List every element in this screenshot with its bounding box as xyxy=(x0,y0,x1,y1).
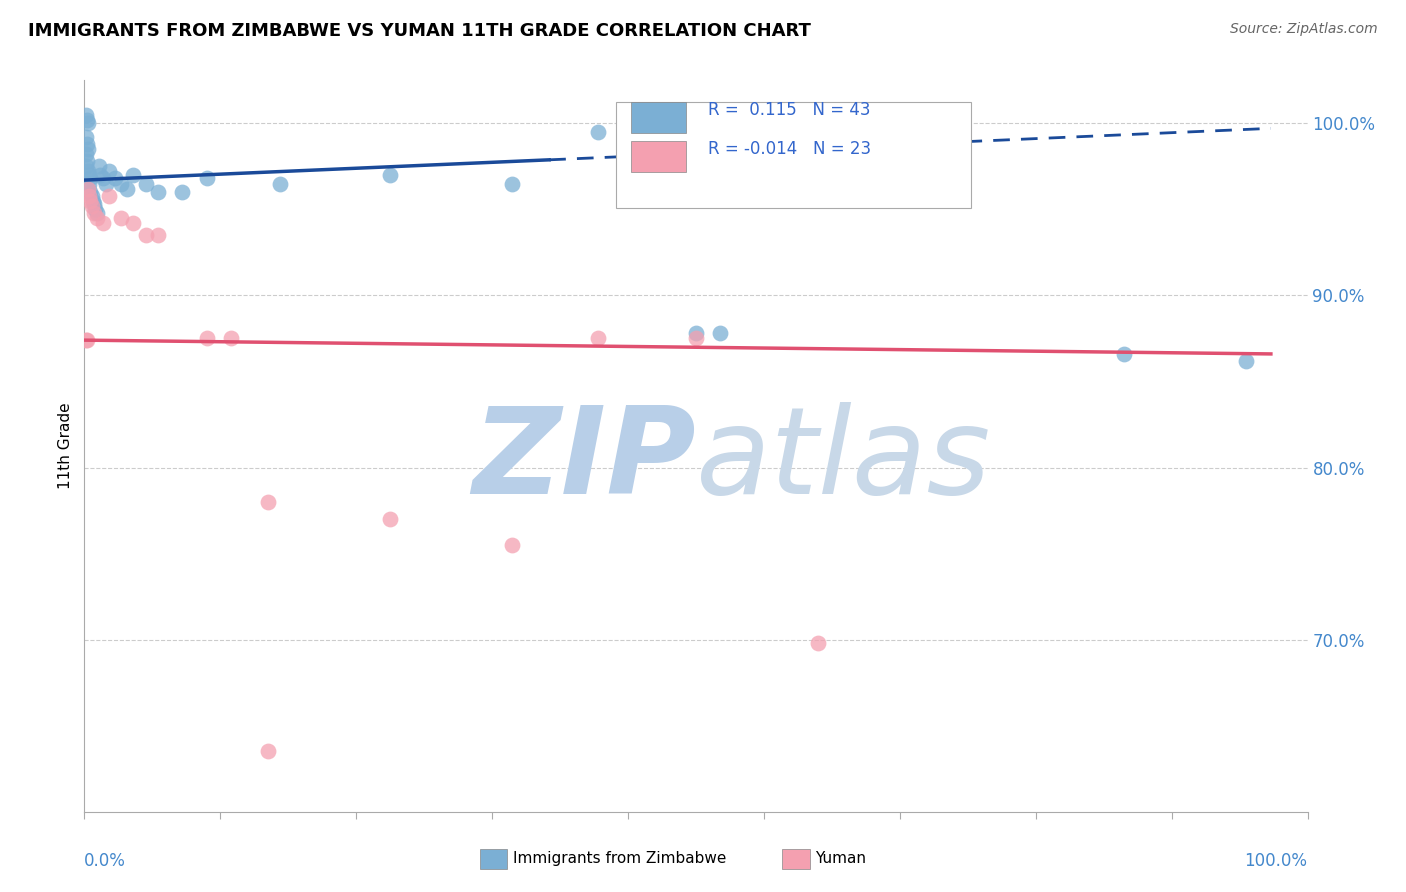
Text: ZIP: ZIP xyxy=(472,402,696,519)
Point xyxy=(75,147,97,161)
Point xyxy=(91,171,114,186)
Point xyxy=(586,331,609,345)
Text: IMMIGRANTS FROM ZIMBABWE VS YUMAN 11TH GRADE CORRELATION CHART: IMMIGRANTS FROM ZIMBABWE VS YUMAN 11TH G… xyxy=(28,22,811,40)
Point xyxy=(77,177,100,191)
Text: R = -0.014   N = 23: R = -0.014 N = 23 xyxy=(709,140,872,158)
Point xyxy=(146,228,169,243)
Point xyxy=(586,125,609,139)
Point xyxy=(79,185,101,199)
Point xyxy=(80,188,103,202)
Text: Immigrants from Zimbabwe: Immigrants from Zimbabwe xyxy=(513,852,727,866)
Point xyxy=(77,142,100,156)
Point xyxy=(146,185,169,199)
FancyBboxPatch shape xyxy=(631,103,686,133)
Point xyxy=(97,164,120,178)
Point xyxy=(807,636,830,650)
Point xyxy=(115,182,138,196)
Point xyxy=(82,194,104,208)
Point xyxy=(122,168,145,182)
Point xyxy=(257,744,280,758)
Point xyxy=(77,182,100,196)
Point xyxy=(380,512,402,526)
FancyBboxPatch shape xyxy=(616,103,972,209)
Point xyxy=(84,202,107,217)
Point xyxy=(502,177,524,191)
Y-axis label: 11th Grade: 11th Grade xyxy=(58,402,73,490)
Point xyxy=(75,130,97,145)
Point xyxy=(86,211,108,225)
Point xyxy=(135,177,157,191)
Point xyxy=(257,495,280,509)
Point xyxy=(77,116,100,130)
Point xyxy=(76,112,98,127)
Point xyxy=(929,177,952,191)
Point xyxy=(135,228,157,243)
FancyBboxPatch shape xyxy=(631,141,686,171)
Point xyxy=(76,333,98,347)
Point xyxy=(75,108,97,122)
Point xyxy=(195,171,218,186)
Point xyxy=(91,216,114,230)
Point xyxy=(807,177,830,191)
Point xyxy=(76,154,98,169)
Point xyxy=(79,194,101,208)
Point xyxy=(1114,347,1136,361)
Point xyxy=(219,331,242,345)
Text: atlas: atlas xyxy=(696,402,991,519)
Text: 100.0%: 100.0% xyxy=(1244,852,1308,870)
Text: R =  0.115   N = 43: R = 0.115 N = 43 xyxy=(709,101,870,119)
Point xyxy=(380,168,402,182)
Point xyxy=(77,182,100,196)
Point xyxy=(89,168,111,182)
Point xyxy=(97,188,120,202)
Text: Source: ZipAtlas.com: Source: ZipAtlas.com xyxy=(1230,22,1378,37)
Point xyxy=(77,164,100,178)
Point xyxy=(110,177,132,191)
Point xyxy=(1236,353,1258,368)
Point xyxy=(709,326,731,341)
Point xyxy=(269,177,291,191)
Point xyxy=(172,185,194,199)
Text: 0.0%: 0.0% xyxy=(84,852,127,870)
Point xyxy=(77,168,100,182)
Point xyxy=(685,331,707,345)
Point xyxy=(122,216,145,230)
Point xyxy=(76,136,98,151)
Point xyxy=(685,326,707,341)
Text: Yuman: Yuman xyxy=(815,852,866,866)
Point xyxy=(195,331,218,345)
Point xyxy=(87,159,110,173)
Point xyxy=(110,211,132,225)
Point xyxy=(83,197,105,211)
Point xyxy=(80,199,103,213)
Point xyxy=(75,159,97,173)
Point xyxy=(83,206,105,220)
Point xyxy=(502,538,524,552)
Point xyxy=(96,177,118,191)
Point xyxy=(86,206,108,220)
Point xyxy=(75,333,97,347)
Point xyxy=(79,171,101,186)
Point xyxy=(104,171,127,186)
Point xyxy=(77,188,100,202)
